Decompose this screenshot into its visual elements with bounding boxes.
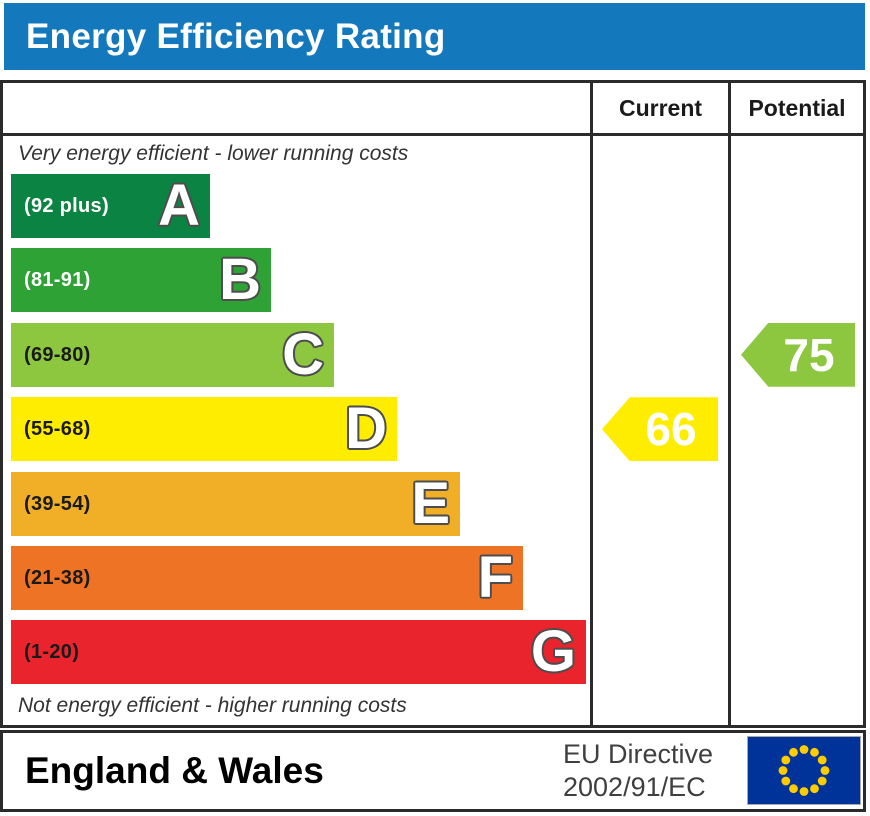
band-row-a: (92 plus) A <box>11 174 210 238</box>
band-a-letter: A <box>158 173 200 238</box>
eu-flag-icon <box>747 736 861 805</box>
potential-column-header: Potential <box>748 94 846 121</box>
rating-table: Current Potential Very energy efficient … <box>0 80 866 728</box>
current-rating-arrow: 66 <box>602 397 718 462</box>
band-d-range-label: (55-68) <box>24 417 91 440</box>
band-row-b: (81-91) B <box>11 248 271 312</box>
band-c-range-label: (69-80) <box>24 343 91 366</box>
band-b-letter: B <box>219 247 261 312</box>
band-row-f: (21-38) F <box>11 546 523 610</box>
band-row-g: (1-20) G <box>11 620 586 684</box>
band-a-range-label: (92 plus) <box>24 194 109 217</box>
band-row-d: (55-68) D <box>11 397 397 461</box>
chart-title-bar: Energy Efficiency Rating <box>4 3 865 70</box>
band-e-range-label: (39-54) <box>24 492 91 515</box>
chart-title: Energy Efficiency Rating <box>26 16 446 56</box>
eu-directive-line2: 2002/91/EC <box>563 772 706 802</box>
current-rating-value: 66 <box>645 403 697 456</box>
band-row-c: (69-80) C <box>11 323 334 387</box>
band-d-letter: D <box>345 396 387 461</box>
top-caption: Very energy efficient - lower running co… <box>18 142 409 165</box>
band-b-range-label: (81-91) <box>24 268 91 291</box>
current-column-left-border <box>590 83 593 725</box>
current-column-header: Current <box>618 94 703 121</box>
band-f-range-label: (21-38) <box>24 566 91 589</box>
eu-directive-label: EU Directive 2002/91/EC <box>563 738 713 804</box>
band-row-e: (39-54) E <box>11 472 460 536</box>
potential-rating-value: 75 <box>783 328 835 381</box>
band-e-letter: E <box>411 471 450 536</box>
eu-directive-line1: EU Directive <box>563 739 714 769</box>
potential-rating-arrow: 75 <box>741 322 855 387</box>
band-f-letter: F <box>477 545 513 610</box>
column-header-divider <box>3 133 863 136</box>
rating-bands-area: Very energy efficient - lower running co… <box>3 136 590 725</box>
band-g-letter: G <box>530 619 576 684</box>
potential-column-left-border <box>728 83 731 725</box>
footer-bar: England & Wales EU Directive 2002/91/EC <box>0 730 866 812</box>
band-c-letter: C <box>282 322 324 387</box>
bottom-caption: Not energy efficient - higher running co… <box>18 694 407 717</box>
region-label: England & Wales <box>25 750 324 791</box>
band-g-range-label: (1-20) <box>24 640 80 663</box>
